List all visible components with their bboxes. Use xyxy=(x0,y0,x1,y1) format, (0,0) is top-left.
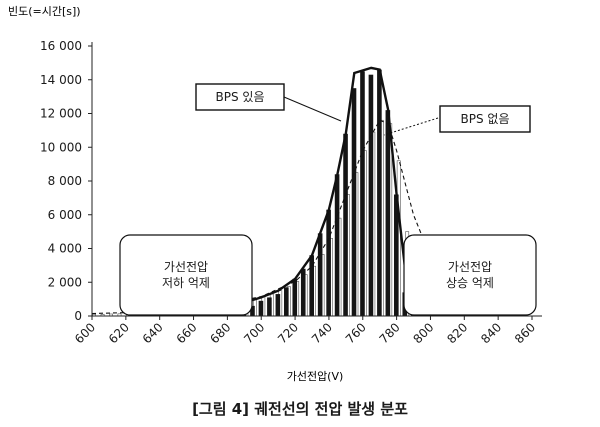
bar-bps-on xyxy=(343,133,348,316)
bar-bps-on xyxy=(334,174,340,316)
bps-off-callout-label: BPS 없음 xyxy=(461,112,510,126)
y-tick-label: 6 000 xyxy=(48,208,82,222)
bar-bps-on xyxy=(309,255,314,316)
bar-bps-on xyxy=(317,233,323,316)
leader-bps-on xyxy=(283,96,342,122)
x-tick-label: 720 xyxy=(275,320,301,346)
bar-bps-on xyxy=(326,209,331,316)
bps-on-callout-box xyxy=(195,83,285,111)
x-tick-label: 800 xyxy=(410,320,436,346)
leader-bps-off xyxy=(383,117,439,136)
bar-bps-on xyxy=(275,294,281,316)
bar-bps-on xyxy=(351,88,357,316)
y-tick-label: 16 000 xyxy=(40,39,82,53)
x-tick-label: 680 xyxy=(207,320,233,346)
voltage-distribution-chart: 0 2 000 4 000 6 000 8 000 10 000 12 000 14 000 1… xyxy=(8,5,542,383)
x-tick-label: 620 xyxy=(106,320,132,346)
x-tick-label: 640 xyxy=(140,320,166,346)
undervoltage-box-label: 가선전압 xyxy=(164,260,208,274)
bar-bps-on xyxy=(360,71,365,316)
x-tick-label: 840 xyxy=(478,320,504,346)
overvoltage-box-label: 상승 억제 xyxy=(446,276,494,290)
bar-bps-on xyxy=(394,194,399,316)
x-tick-label: 820 xyxy=(444,320,470,346)
overvoltage-box-label: 가선전압 xyxy=(448,260,492,274)
x-tick-label: 660 xyxy=(174,320,200,346)
y-tick-label: 2 000 xyxy=(48,275,82,289)
y-tick-label: 0 xyxy=(74,309,82,323)
x-axis-label: 가선전압(V) xyxy=(287,370,344,383)
y-tick-label: 12 000 xyxy=(40,107,82,121)
y-tick-label: 14 000 xyxy=(40,73,82,87)
bar-bps-on xyxy=(267,297,272,316)
bar-bps-on xyxy=(250,305,255,316)
x-tick-label: 780 xyxy=(377,320,403,346)
y-tick-label: 4 000 xyxy=(48,242,82,256)
bar-bps-on xyxy=(284,287,289,316)
figure-caption: [그림 4] 궤전선의 전압 발생 분포 xyxy=(192,400,408,418)
bps-off-callout-box xyxy=(439,105,531,133)
undervoltage-box-label: 저하 억제 xyxy=(162,276,210,290)
y-tick-label: 8 000 xyxy=(48,174,82,188)
bar-bps-on xyxy=(292,278,298,316)
bar-bps-on xyxy=(258,300,264,316)
bps-on-callout-label: BPS 있음 xyxy=(216,90,265,104)
x-tick-label: 740 xyxy=(309,320,335,346)
undervoltage-box-box xyxy=(119,234,253,316)
bar-bps-on xyxy=(300,268,306,316)
bar-bps-on xyxy=(385,110,391,316)
bar-bps-on xyxy=(368,74,374,316)
overvoltage-box-box xyxy=(403,234,537,316)
y-tick-label: 10 000 xyxy=(40,140,82,154)
x-tick-label: 860 xyxy=(512,320,538,346)
y-axis-label: 빈도(=시간[s]) xyxy=(8,5,81,18)
bar-bps-on xyxy=(377,69,382,316)
x-tick-label: 700 xyxy=(241,320,267,346)
x-tick-label: 600 xyxy=(72,320,98,346)
x-tick-label: 760 xyxy=(343,320,369,346)
